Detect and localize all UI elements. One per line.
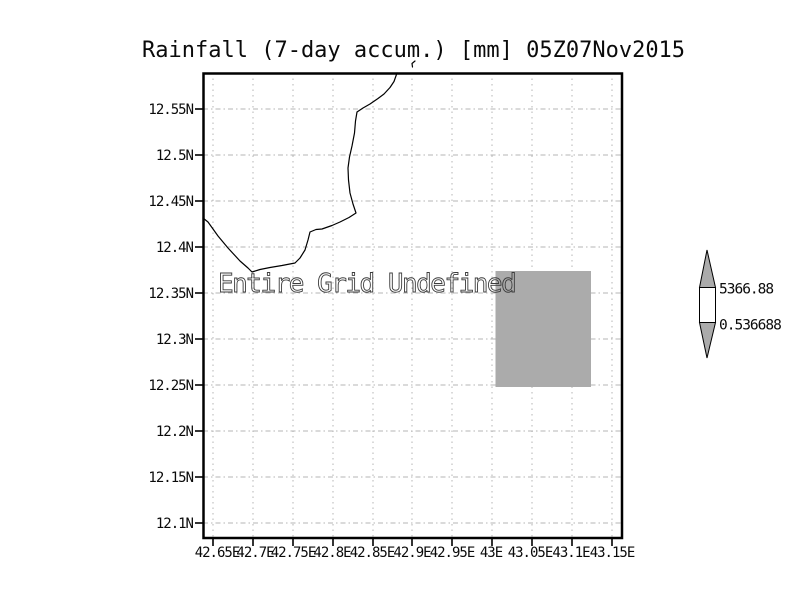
undefined-grid-message: Entire Grid Undefined [218, 269, 515, 299]
x-tick-label: 43.1E [552, 545, 590, 561]
y-tick-label: 12.15N [148, 470, 193, 486]
x-tick-label: 42.7E [236, 545, 274, 561]
y-tick-label: 12.4N [156, 240, 194, 256]
x-tick-label: 42.65E [195, 545, 240, 561]
colorbar-lower-arrow [698, 322, 717, 359]
x-axis-labels: 42.65E 42.7E 42.75E 42.8E 42.85E 42.9E 4… [195, 545, 636, 561]
colorbar-lower-label: 0.536688 [719, 318, 781, 334]
x-tick-label: 42.8E [313, 545, 351, 561]
y-axis-labels: 12.55N 12.5N 12.45N 12.4N 12.35N 12.3N 1… [148, 102, 194, 532]
x-tick-label: 43E [480, 545, 503, 561]
coastline [202, 60, 416, 273]
y-axis-ticks [195, 108, 203, 524]
coastline-fragment-above-frame [411, 60, 416, 68]
x-tick-label: 42.9E [393, 545, 431, 561]
y-tick-label: 12.35N [148, 286, 193, 302]
gray-shade-region [495, 271, 591, 387]
y-tick-label: 12.45N [148, 194, 193, 210]
x-tick-label: 42.75E [271, 545, 316, 561]
x-tick-label: 42.85E [350, 545, 395, 561]
latitude-gridlines [203, 108, 622, 524]
y-tick-label: 12.55N [148, 102, 193, 118]
y-tick-label: 12.25N [148, 378, 193, 394]
longitude-gridlines [212, 73, 613, 538]
y-tick-label: 12.3N [156, 332, 194, 348]
x-tick-label: 42.95E [430, 545, 475, 561]
y-tick-label: 12.5N [156, 148, 194, 164]
y-tick-label: 12.1N [156, 516, 194, 532]
x-tick-label: 43.05E [508, 545, 553, 561]
coastline-path [202, 72, 398, 273]
colorbar-mid-cell [699, 287, 716, 323]
colorbar-upper-label: 5366.88 [719, 282, 773, 298]
x-tick-label: 43.15E [590, 545, 635, 561]
colorbar: 5366.88 0.536688 [698, 249, 782, 359]
colorbar-upper-arrow [698, 249, 717, 288]
page-title: Rainfall (7-day accum.) [mm] 05Z07Nov201… [142, 38, 685, 63]
y-tick-label: 12.2N [156, 424, 194, 440]
x-axis-ticks [212, 538, 613, 546]
